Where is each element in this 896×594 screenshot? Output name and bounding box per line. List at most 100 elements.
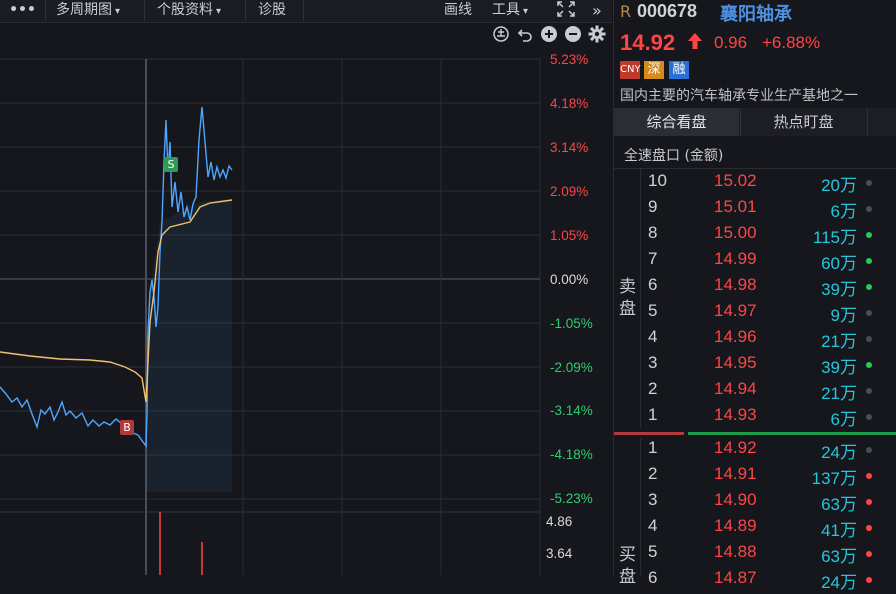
buy-marker[interactable]: B xyxy=(120,420,134,435)
order-volume: 60万 xyxy=(821,254,857,273)
order-volume: 21万 xyxy=(821,384,857,403)
pct-label: -2.09% xyxy=(550,360,593,375)
stock-description: 国内主要的汽车轴承专业生产基地之一 xyxy=(620,88,858,104)
order-row[interactable]: 1 14.92 24万 xyxy=(614,438,896,464)
order-level: 3 xyxy=(648,353,658,372)
chart-controls xyxy=(488,25,608,45)
order-row[interactable]: 3 14.95 39万 xyxy=(614,353,896,379)
side-divider xyxy=(640,438,641,575)
order-volume: 21万 xyxy=(821,332,857,351)
order-volume: 6万 xyxy=(830,202,857,221)
order-indicator-dot xyxy=(866,414,872,420)
order-indicator-dot xyxy=(866,232,872,238)
order-indicator-dot xyxy=(866,473,872,479)
tag-margin[interactable]: 融 xyxy=(669,61,689,79)
order-volume: 39万 xyxy=(821,280,857,299)
order-level: 2 xyxy=(648,379,658,398)
caret-down-icon: ▾ xyxy=(523,6,529,17)
tab-overflow[interactable] xyxy=(867,108,896,136)
order-row[interactable]: 9 15.01 6万 xyxy=(614,197,896,223)
price-line xyxy=(0,106,233,449)
undo-icon[interactable] xyxy=(516,25,534,47)
pct-label: 0.00% xyxy=(550,272,589,287)
fullscreen-icon[interactable] xyxy=(548,0,582,21)
order-volume: 20万 xyxy=(821,176,857,195)
order-row[interactable]: 3 14.90 63万 xyxy=(614,490,896,516)
order-row[interactable]: 1 14.93 6万 xyxy=(614,405,896,431)
order-indicator-dot xyxy=(866,258,872,264)
order-price: 14.93 xyxy=(714,405,757,424)
order-indicator-dot xyxy=(866,206,872,212)
volume-label: 3.64 xyxy=(546,546,573,561)
sell-label-char: 卖 xyxy=(619,277,636,297)
pct-label: 3.14% xyxy=(550,140,589,155)
order-price: 14.99 xyxy=(714,249,757,268)
order-row[interactable]: 10 15.02 20万 xyxy=(614,171,896,197)
price-area xyxy=(146,199,232,492)
order-indicator-dot xyxy=(866,388,872,394)
diagnose-button[interactable]: 诊股 xyxy=(250,0,304,21)
draw-line-button[interactable]: 画线 xyxy=(444,2,472,18)
multi-period-button[interactable]: 多周期图 ▾ xyxy=(48,0,145,21)
sell-marker[interactable]: S xyxy=(164,157,178,172)
order-row[interactable]: 5 14.88 63万 xyxy=(614,542,896,568)
pct-label: 5.23% xyxy=(550,52,589,67)
order-level: 1 xyxy=(648,438,658,457)
order-row[interactable]: 6 14.98 39万 xyxy=(614,275,896,301)
order-indicator-dot xyxy=(866,310,872,316)
tag-shenzhen[interactable]: 深 xyxy=(644,61,664,79)
order-row[interactable]: 5 14.97 9万 xyxy=(614,301,896,327)
order-volume: 24万 xyxy=(821,573,857,592)
order-row[interactable]: 6 14.87 24万 xyxy=(614,568,896,594)
pct-label: 1.05% xyxy=(550,228,589,243)
order-row[interactable]: 4 14.96 21万 xyxy=(614,327,896,353)
pct-label: -4.18% xyxy=(550,447,593,462)
tag-cny[interactable]: CNY xyxy=(620,61,641,79)
tab-hot-watch[interactable]: 热点盯盘 xyxy=(740,108,866,136)
chart-toolbar: ••• 多周期图 ▾ 个股资料 ▾ 诊股 画线 工具 ▾ » xyxy=(0,0,612,23)
chevron-down-icon: ▾ xyxy=(115,6,121,17)
order-indicator-dot xyxy=(866,525,872,531)
collapse-double-chevron-icon[interactable]: » xyxy=(592,1,602,20)
settle-icon[interactable] xyxy=(492,25,510,47)
order-row[interactable]: 7 14.99 60万 xyxy=(614,249,896,275)
order-price: 14.87 xyxy=(714,568,757,587)
tab-overview[interactable]: 综合看盘 xyxy=(614,108,739,136)
stock-code: 000678 xyxy=(637,1,698,21)
price-change-pct: +6.88% xyxy=(762,33,821,52)
tools-button[interactable]: 工具 ▾ xyxy=(484,0,544,21)
order-indicator-dot xyxy=(866,499,872,505)
order-price: 14.97 xyxy=(714,301,757,320)
order-volume: 41万 xyxy=(821,521,857,540)
side-divider xyxy=(640,168,641,428)
order-row[interactable]: 2 14.94 21万 xyxy=(614,379,896,405)
price-change: 0.96 xyxy=(714,33,748,52)
order-row[interactable]: 4 14.89 41万 xyxy=(614,516,896,542)
pct-label: 2.09% xyxy=(550,184,589,199)
sell-side-label: 卖 盘 xyxy=(619,276,636,320)
stock-info-button[interactable]: 个股资料 ▾ xyxy=(149,0,246,21)
stock-name[interactable]: 襄阳轴承 xyxy=(720,4,792,25)
quote-panel: R 000678 襄阳轴承 14.92 0.96 +6.88% CNY 深 融 … xyxy=(613,0,896,592)
more-menu-button[interactable]: ••• xyxy=(0,0,46,21)
chart-canvas xyxy=(0,58,541,575)
zoom-out-icon[interactable] xyxy=(564,25,582,47)
stock-info-label: 个股资料 xyxy=(157,2,213,18)
tab-bar: 综合看盘 热点盯盘 xyxy=(614,108,896,136)
pct-label: -3.14% xyxy=(550,403,593,418)
gear-icon[interactable] xyxy=(588,25,606,47)
order-level: 5 xyxy=(648,542,658,561)
order-row[interactable]: 8 15.00 115万 xyxy=(614,223,896,249)
order-book-title: 全速盘口 (金额) xyxy=(624,148,724,164)
zoom-in-icon[interactable] xyxy=(540,25,558,47)
order-price: 14.94 xyxy=(714,379,757,398)
order-indicator-dot xyxy=(866,362,872,368)
order-volume: 9万 xyxy=(830,306,857,325)
order-volume: 63万 xyxy=(821,495,857,514)
stock-badge: R xyxy=(620,2,632,21)
order-level: 4 xyxy=(648,516,658,535)
order-row[interactable]: 2 14.91 137万 xyxy=(614,464,896,490)
bid-ask-ratio-sell xyxy=(614,432,684,435)
last-price: 14.92 xyxy=(620,30,676,55)
order-price: 14.91 xyxy=(714,464,757,483)
